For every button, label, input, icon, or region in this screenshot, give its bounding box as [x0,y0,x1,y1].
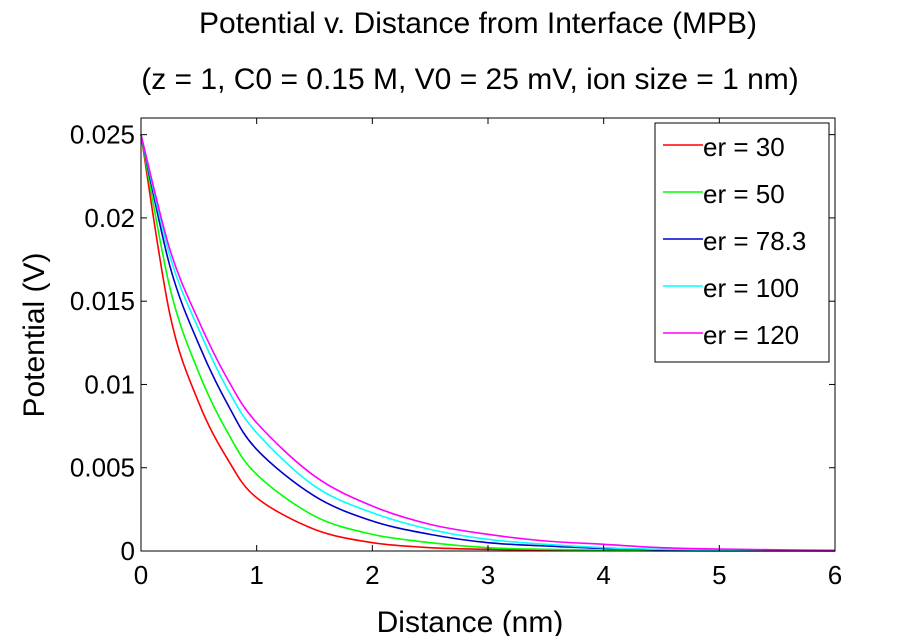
series-line-4 [140,134,836,552]
y-tick-label: 0.005 [70,453,135,483]
legend-entry: er = 100 [703,273,799,303]
y-tick-label: 0.015 [70,286,135,316]
legend-entry: er = 50 [703,179,785,209]
legend-entry: er = 78.3 [703,226,806,256]
x-tick-label: 1 [249,560,263,590]
x-tick-label: 2 [365,560,379,590]
y-tick-label: 0.025 [70,120,135,150]
legend-entry: er = 120 [703,320,799,350]
x-tick-label: 4 [596,560,610,590]
x-tick-label: 3 [481,560,495,590]
y-tick-label: 0.02 [84,203,135,233]
legend: er = 30 er = 50 er = 78.3 er = 100 er = 120 [654,122,830,363]
x-axis-label: Distance (nm) [377,606,564,636]
x-tick-label: 6 [828,560,842,590]
y-axis-label: Potential (V) [18,252,51,417]
ticks-layer: 0 1 2 3 4 5 6 0 0.005 0.01 0.015 0.02 0.025 [70,118,842,590]
legend-entry: er = 30 [703,132,785,162]
y-tick-label: 0.01 [84,369,135,399]
series-line-5 [140,134,836,552]
plot-frame [140,117,836,552]
chart-subtitle: (z = 1, C0 = 0.15 M, V0 = 25 mV, ion siz… [141,63,799,96]
x-tick-label: 5 [712,560,726,590]
x-tick-label: 0 [134,560,148,590]
legend-box [654,122,830,363]
chart-title: Potential v. Distance from Interface (MP… [199,7,757,40]
y-tick-label: 0 [121,536,135,566]
